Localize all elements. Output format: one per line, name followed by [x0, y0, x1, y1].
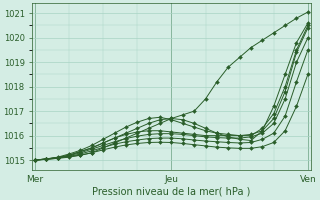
X-axis label: Pression niveau de la mer( hPa ): Pression niveau de la mer( hPa ): [92, 187, 251, 197]
